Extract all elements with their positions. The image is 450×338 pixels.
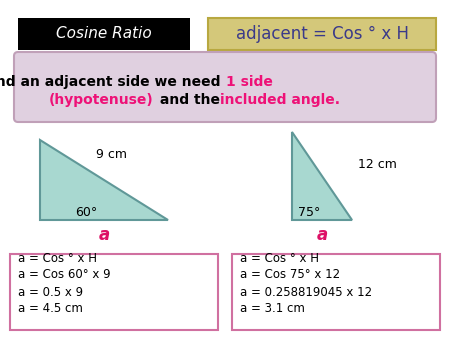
Text: 1 side: 1 side — [226, 75, 273, 89]
Text: a: a — [99, 226, 110, 244]
FancyBboxPatch shape — [14, 52, 436, 122]
Text: adjacent = Cos ° x H: adjacent = Cos ° x H — [235, 25, 409, 43]
FancyBboxPatch shape — [18, 18, 190, 50]
Text: a = Cos ° x H: a = Cos ° x H — [240, 251, 319, 265]
Text: a: a — [316, 226, 328, 244]
Text: Cosine Ratio: Cosine Ratio — [56, 26, 152, 42]
Text: 9 cm: 9 cm — [96, 148, 127, 162]
FancyBboxPatch shape — [10, 254, 218, 330]
Text: 75°: 75° — [298, 207, 320, 219]
Text: a = Cos ° x H: a = Cos ° x H — [18, 251, 97, 265]
Text: a = 0.258819045 x 12: a = 0.258819045 x 12 — [240, 286, 372, 298]
Text: a = Cos 60° x 9: a = Cos 60° x 9 — [18, 268, 111, 282]
Text: a = 4.5 cm: a = 4.5 cm — [18, 303, 83, 315]
Text: a = 3.1 cm: a = 3.1 cm — [240, 303, 305, 315]
Text: To find an adjacent side we need: To find an adjacent side we need — [0, 75, 225, 89]
Text: (hypotenuse): (hypotenuse) — [49, 93, 154, 107]
Text: and the: and the — [155, 93, 225, 107]
Polygon shape — [292, 132, 352, 220]
Text: included angle.: included angle. — [220, 93, 340, 107]
Polygon shape — [40, 140, 168, 220]
Text: a = 0.5 x 9: a = 0.5 x 9 — [18, 286, 83, 298]
Text: a = Cos 75° x 12: a = Cos 75° x 12 — [240, 268, 340, 282]
FancyBboxPatch shape — [208, 18, 436, 50]
Text: 60°: 60° — [75, 206, 97, 218]
FancyBboxPatch shape — [232, 254, 440, 330]
Text: 12 cm: 12 cm — [358, 159, 397, 171]
